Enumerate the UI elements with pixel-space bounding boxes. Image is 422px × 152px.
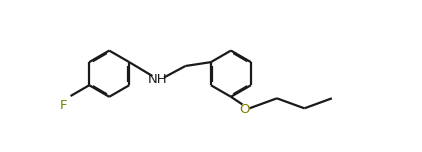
Text: F: F <box>60 99 68 112</box>
Text: NH: NH <box>148 73 168 86</box>
Text: O: O <box>240 103 250 116</box>
